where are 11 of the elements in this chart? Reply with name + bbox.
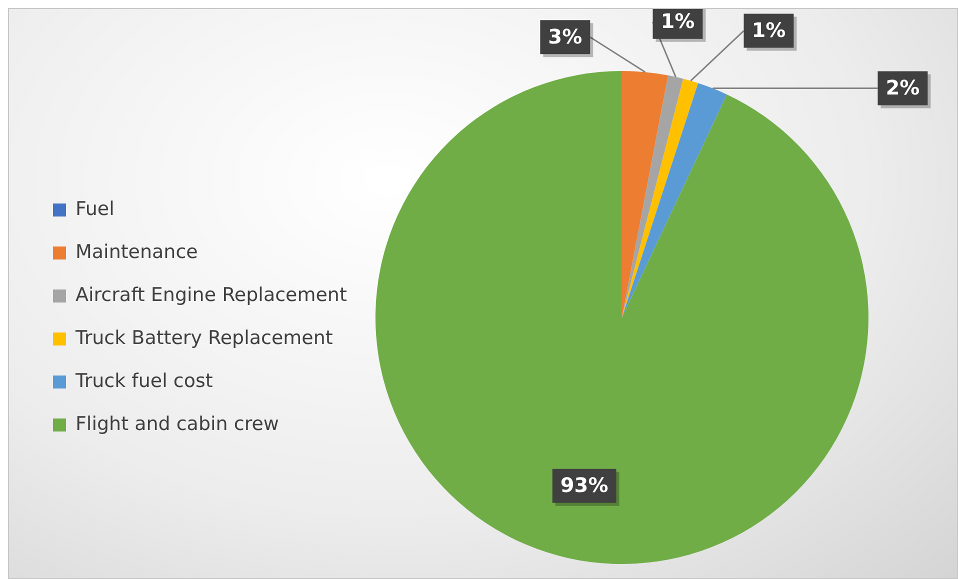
data-label: 2% [886, 76, 920, 100]
legend-label: Maintenance [76, 240, 198, 263]
legend-label: Truck Battery Replacement [74, 326, 333, 349]
data-label: 1% [660, 9, 695, 34]
data-label: 93% [560, 473, 608, 498]
legend-label: Aircraft Engine Replacement [76, 284, 347, 306]
data-label: 3% [548, 24, 582, 48]
legend-label: Flight and cabin crew [76, 412, 279, 435]
data-label: 1% [752, 18, 786, 42]
legend-label: Fuel [76, 198, 114, 220]
legend-label: Truck fuel cost [74, 370, 213, 392]
